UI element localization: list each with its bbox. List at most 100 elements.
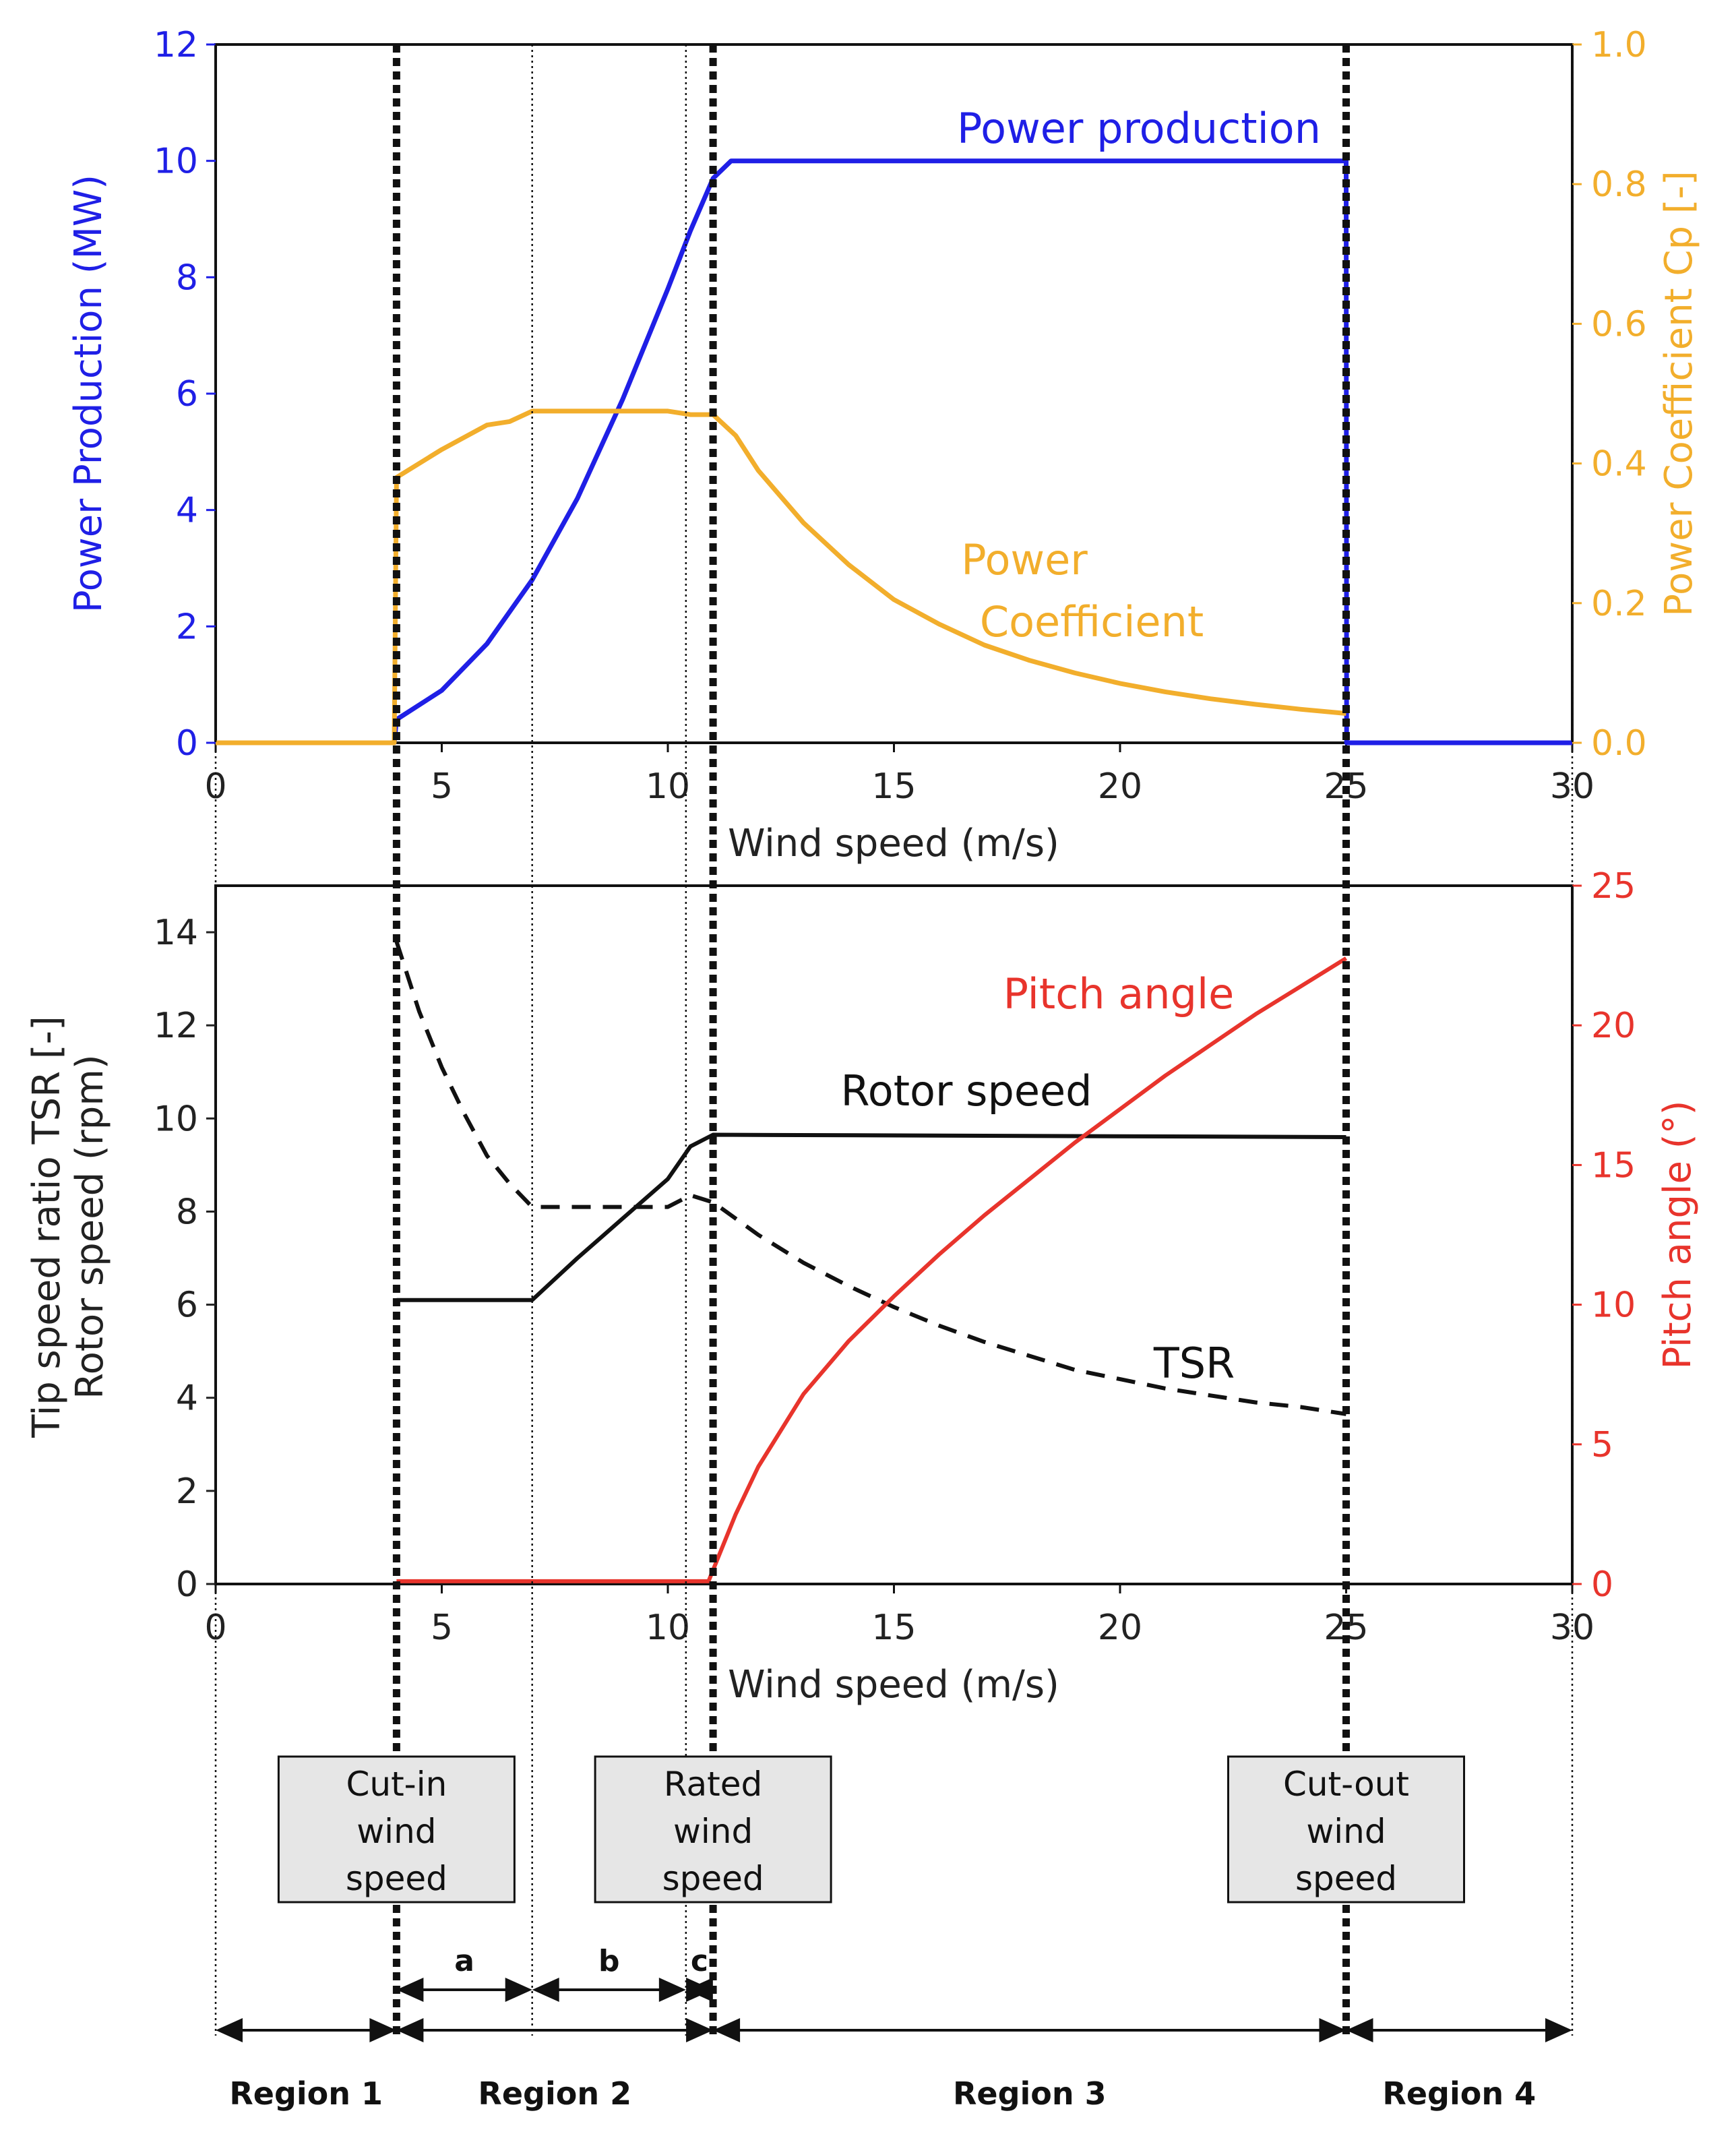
segment-arrow-b-left-head (532, 1978, 559, 2002)
region-arrow-4-right-head (1545, 2018, 1572, 2042)
bottom-left-tick-label: 4 (176, 1378, 198, 1419)
top-right-tick-label: 0.4 (1591, 444, 1647, 485)
region-arrow-1-right-head (369, 2018, 397, 2042)
bottom-left-tick-labels: 0 2 4 6 8 10 12 14 (154, 913, 216, 1605)
bottom-right-tick-label: 20 (1591, 1006, 1636, 1046)
bottom-left-axis-label-line1: Tip speed ratio TSR [-] (25, 1016, 69, 1438)
power-production-label: Power production (957, 104, 1321, 153)
region-label-4: Region 4 (1382, 2075, 1536, 2112)
bottom-right-tick-label: 10 (1591, 1285, 1636, 1326)
region-arrow-4-left-head (1346, 2018, 1373, 2042)
bottom-series-group (394, 940, 1348, 1583)
top-left-axis-label: Power Production (MW) (67, 175, 111, 613)
tsr-line (394, 940, 1346, 1416)
region-guide-lines (214, 44, 1574, 2036)
bottom-right-tick-label: 0 (1591, 1564, 1613, 1605)
rotor-speed-label: Rotor speed (841, 1066, 1092, 1116)
event-box-frame (1227, 1755, 1465, 1903)
top-right-axis-label: Power Coefficient Cp [-] (1657, 171, 1701, 616)
event-box-text: wind (1306, 1812, 1386, 1851)
region-arrow-1 (216, 2018, 397, 2042)
bottom-left-tick-label: 6 (176, 1285, 198, 1326)
event-box: Cut-in wind speed (277, 1755, 516, 1903)
region-arrow-3-left-head (713, 2018, 741, 2042)
segment-arrow-a-left-head (396, 1978, 424, 2002)
region-arrow-2-right-head (686, 2018, 714, 2042)
bottom-x-tick-label: 15 (871, 1608, 916, 1648)
bottom-right-tick-label: 25 (1591, 866, 1636, 907)
event-box: Rated wind speed (594, 1755, 832, 1903)
bottom-left-tick-label: 8 (176, 1192, 198, 1232)
top-series-group (216, 158, 1572, 745)
region-label-3: Region 3 (953, 2075, 1107, 2112)
power-coefficient-label-line2: Coefficient (980, 597, 1204, 646)
bottom-x-tick-labels: 051015202530 (204, 1584, 1594, 1648)
bottom-left-tick-label: 10 (154, 1099, 198, 1139)
pitch-angle-label: Pitch angle (1003, 969, 1235, 1018)
region-arrow-2 (396, 2018, 714, 2042)
segment-arrow-c-right-head (686, 1978, 714, 2002)
top-right-tick-labels: 0.0 0.2 0.4 0.6 0.8 1.0 (1572, 25, 1647, 764)
region-arrow-4 (1346, 2018, 1572, 2042)
bottom-left-axis-label-line2: Rotor speed (rpm) (68, 1054, 112, 1399)
segment-arrow-b-right-head (658, 1978, 686, 2002)
bottom-x-tick-label: 10 (646, 1608, 690, 1648)
top-left-tick-label: 6 (176, 374, 198, 415)
bottom-left-tick-label: 2 (176, 1471, 198, 1512)
region-arrow-2-left-head (396, 2018, 424, 2042)
event-box-text: wind (356, 1812, 436, 1851)
top-x-tick-label: 15 (871, 766, 916, 807)
region-arrow-1-left-head (216, 2018, 243, 2042)
top-left-tick-labels: 0 2 4 6 8 10 12 (154, 25, 216, 764)
bottom-right-axis-label: Pitch angle (°) (1656, 1101, 1700, 1370)
top-left-tick-label: 2 (176, 607, 198, 647)
top-left-tick-label: 4 (176, 491, 198, 531)
region-arrow-3-right-head (1319, 2018, 1346, 2042)
top-x-tick-label: 20 (1098, 766, 1142, 807)
bottom-left-tick-label: 14 (154, 913, 198, 953)
pitch-angle-line (396, 956, 1348, 1583)
power-coefficient-label-line1: Power (961, 535, 1088, 584)
power-production-line (216, 158, 1572, 745)
event-box-text: speed (346, 1859, 447, 1898)
segment-arrow-b (532, 1978, 686, 2002)
top-x-tick-labels: 051015202530 (204, 743, 1594, 807)
power-coefficient-line (216, 408, 1346, 745)
top-plot-frame (214, 43, 1574, 744)
top-left-tick-label: 10 (154, 142, 198, 182)
bottom-x-tick-label: 20 (1098, 1608, 1142, 1648)
event-box-text: wind (673, 1812, 753, 1851)
top-right-tick-label: 1.0 (1591, 25, 1647, 65)
event-box-text: Cut-out (1283, 1765, 1409, 1804)
segment-label-b: b (598, 1944, 620, 1978)
rotor-speed-line (396, 1132, 1346, 1302)
top-x-axis-label: Wind speed (m/s) (728, 822, 1059, 865)
event-box-text: speed (662, 1859, 764, 1898)
event-box-text: Cut-in (346, 1765, 447, 1804)
bottom-right-tick-label: 5 (1591, 1425, 1613, 1465)
top-right-tick-label: 0.6 (1591, 304, 1647, 344)
top-left-tick-label: 8 (176, 257, 198, 298)
region-label-1: Region 1 (229, 2075, 383, 2112)
region-label-2: Region 2 (478, 2075, 631, 2112)
event-box: Cut-out wind speed (1227, 1755, 1465, 1903)
region-arrow-3 (713, 2018, 1346, 2042)
segment-arrow-a (396, 1978, 532, 2002)
top-right-tick-label: 0.8 (1591, 164, 1647, 205)
segment-label-c: c (691, 1944, 708, 1978)
event-box-frame (277, 1755, 516, 1903)
bottom-x-tick-label: 5 (431, 1608, 453, 1648)
top-right-tick-label: 0.0 (1591, 723, 1647, 764)
top-left-tick-label: 0 (176, 723, 198, 764)
bottom-left-tick-label: 0 (176, 1564, 198, 1605)
top-right-tick-label: 0.2 (1591, 584, 1647, 624)
segment-arrow-c (685, 1978, 714, 2002)
region-arrows: a b c Region 1 Region 2 Region 3 Region 4 (216, 1944, 1572, 2112)
event-box-text: Rated (664, 1765, 762, 1804)
bottom-x-axis-label: Wind speed (m/s) (728, 1663, 1059, 1707)
event-box-frame (594, 1755, 832, 1903)
segment-arrow-a-right-head (505, 1978, 532, 2002)
bottom-plot-frame (214, 884, 1574, 1585)
